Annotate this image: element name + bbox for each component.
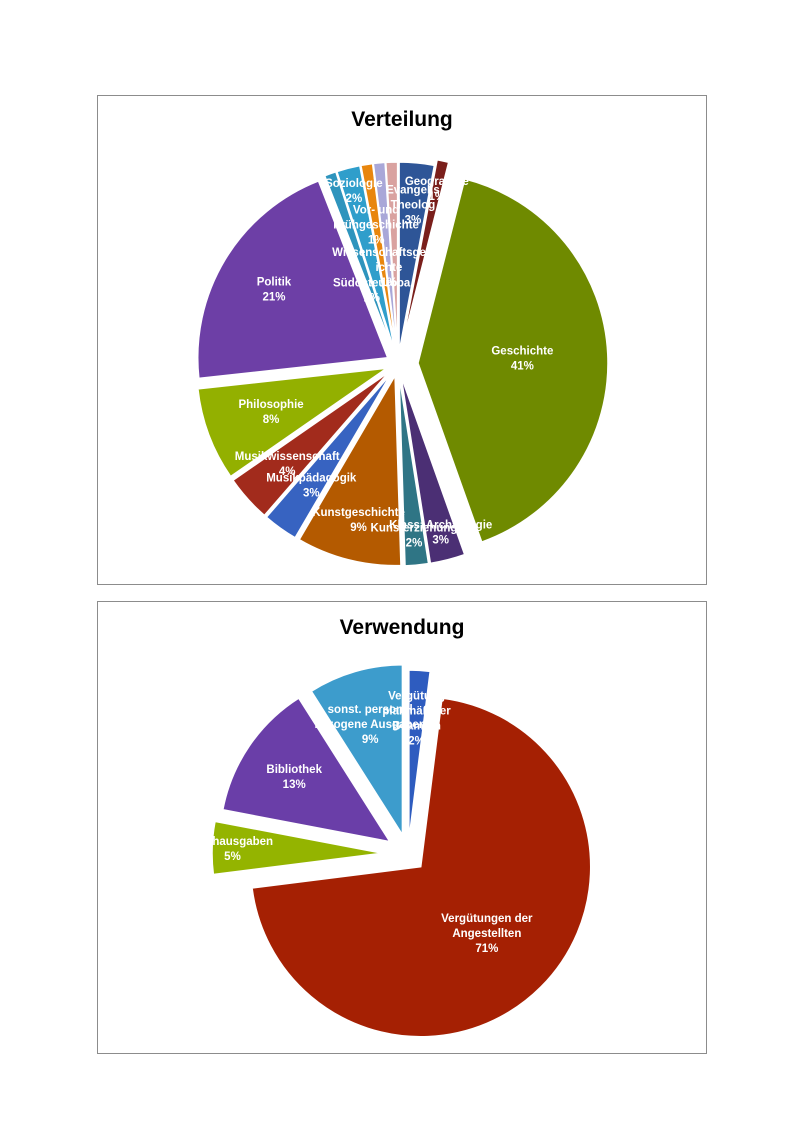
slice-label-verg-tung-planm-iger-beamten: Vergütung planmäßiger Beamten 2% bbox=[382, 690, 451, 747]
pie-slice-sachausgaben bbox=[211, 820, 383, 876]
chart-verwendung: Verwendung Vergütung planmäßiger Beamten 2%… bbox=[97, 601, 707, 1054]
slice-label-verg-tungen-der-angestellten: Vergütungen der Angestellten 71% bbox=[441, 913, 533, 955]
slice-label-geschichte: Geschichte 41% bbox=[491, 346, 553, 373]
pie-chart-verteilung: Evangelis Theolog 3%Geographie 1% Geschichte… bbox=[196, 158, 609, 567]
pie-slice-s-dosteuropa bbox=[323, 170, 395, 353]
pie-slice-evangelische-theologie bbox=[398, 161, 436, 353]
slice-label-kunstgeschichte: Kunstgeschichte 9% bbox=[312, 507, 405, 534]
chart-title: Verwendung bbox=[339, 616, 465, 639]
slice-label-vor-und-fr-hgeschichte: Vor- und Frühgeschichte 1% bbox=[333, 205, 419, 247]
slice-label-kunsterziehung: Kunsterziehung 2% bbox=[371, 522, 458, 549]
pie-slice-philosophie bbox=[197, 367, 388, 478]
pie-slice-bibliothek bbox=[221, 697, 392, 843]
slice-label-soziologie: Soziologie 2% bbox=[325, 178, 383, 205]
slice-label-sonst-personalbezogene-ausgaben: sonst. personal bezogene Ausgaben 9% bbox=[314, 704, 425, 746]
pie-slice-sonstige bbox=[385, 161, 399, 353]
slice-label-musikp-dagogik: Musikpädagogik 3% bbox=[266, 472, 357, 499]
pie-slice-geographie bbox=[401, 158, 450, 347]
slice-label-geographie: Geographie 1% bbox=[405, 176, 469, 203]
slice-label-philosophie: Philosophie 8% bbox=[238, 399, 303, 426]
pie-slice-kunstgeschichte bbox=[298, 372, 402, 567]
slice-label-s-dosteuropa: Südosteuropa 1% bbox=[333, 278, 411, 305]
pie-slice-verg-tungen-der-angestellten bbox=[251, 697, 592, 1038]
slice-label-sachausgaben: Sachausgaben 5% bbox=[192, 836, 273, 863]
pie-chart-verwendung: Vergütung planmäßiger Beamten 2% Vergütungen… bbox=[192, 664, 592, 1038]
slice-label-bibliothek: Bibliothek 13% bbox=[266, 764, 322, 791]
slice-label-evangelische-theologie: Evangelis Theolog 3% bbox=[386, 184, 440, 226]
slice-label-musikwissenschaft: Musikwissenschaft 4% bbox=[235, 451, 340, 478]
pie-slice-soziologie bbox=[335, 164, 396, 353]
chart-title: Verteilung bbox=[351, 108, 453, 131]
pie-slice-musikp-dagogik bbox=[265, 373, 392, 539]
slice-label-wissenschaftsgeschichte: Wissenschaftsgesch ichte 1% bbox=[332, 247, 446, 289]
pie-slice-musikwissenschaft bbox=[231, 371, 390, 517]
pie-slice-politik bbox=[196, 179, 389, 380]
slice-label-klass-arch-ologie: Klass. Archäologie 3% bbox=[389, 520, 492, 547]
pie-slice-verg-tung-planm-iger-beamten bbox=[408, 669, 432, 841]
pie-slice-geschichte bbox=[417, 178, 609, 544]
slice-label-politik: Politik 21% bbox=[257, 276, 292, 303]
pie-slice-sonst-personalbezogene-ausgaben bbox=[310, 664, 404, 838]
pie-slice-kunsterziehung bbox=[398, 375, 430, 567]
pie-slice-vor-und-fr-hgeschichte bbox=[360, 162, 397, 353]
pie-slice-klass-arch-ologie bbox=[400, 375, 466, 565]
chart-verteilung: Verteilung Evangelis Theolog 3% Geographie 1… bbox=[97, 95, 707, 585]
